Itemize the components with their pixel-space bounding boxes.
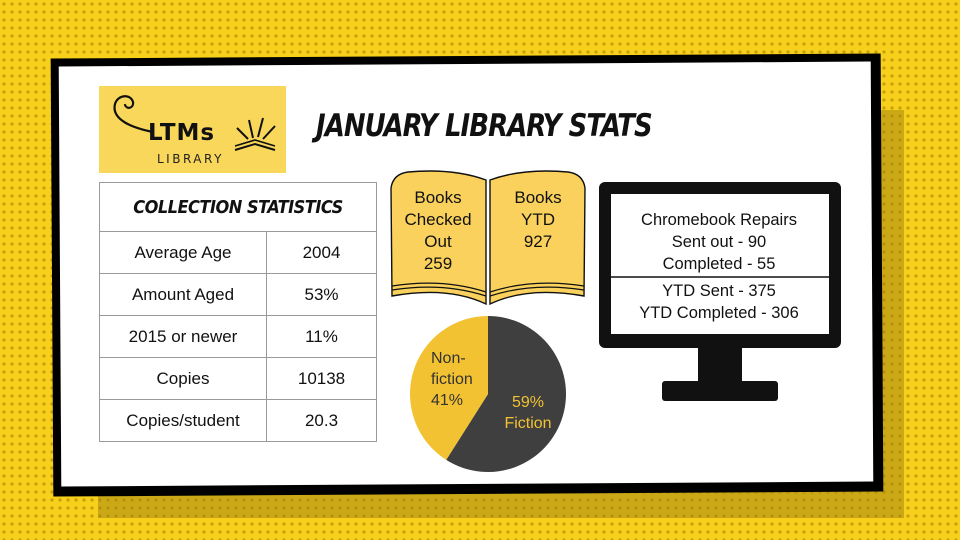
table-header: COLLECTION STATISTICS — [99, 182, 377, 232]
row-value: 10138 — [266, 357, 377, 400]
table-row: Copies/student 20.3 — [99, 399, 377, 442]
row-label: Copies/student — [99, 399, 267, 442]
row-label: Average Age — [99, 231, 267, 274]
chromebook-line: YTD Sent - 375 — [662, 282, 776, 300]
page-title: JANUARY LIBRARY STATS — [316, 108, 653, 144]
row-value: 2004 — [266, 231, 377, 274]
monitor-icon — [599, 182, 841, 401]
row-label: Copies — [99, 357, 267, 400]
row-value: 11% — [266, 315, 377, 358]
book-left-line: Checked — [404, 210, 472, 229]
table-row: 2015 or newer 11% — [99, 315, 377, 358]
chromebook-repairs-top: Chromebook Repairs Sent out - 90 Complet… — [617, 209, 821, 275]
row-label: 2015 or newer — [99, 315, 267, 358]
table-row: Copies 10138 — [99, 357, 377, 400]
row-value: 53% — [266, 273, 377, 316]
library-logo: LTMs LIBRARY — [99, 86, 286, 173]
books-checked-out-label: Books Checked Out 259 — [396, 187, 480, 275]
book-right-line: 927 — [523, 232, 553, 251]
row-value: 20.3 — [266, 399, 377, 442]
book-icon — [113, 95, 276, 151]
pie-slice-nonfiction — [410, 316, 488, 460]
pie-slice-fiction — [446, 316, 566, 472]
book-right-line: YTD — [521, 210, 555, 229]
fiction-label: 59% Fiction — [486, 392, 570, 434]
logo-subtitle: LIBRARY — [157, 152, 224, 166]
book-left-line: 259 — [423, 254, 453, 273]
nonfiction-label-line: Non- — [431, 350, 466, 367]
fiction-label-line: 59% — [511, 394, 545, 411]
book-left-line: Books — [414, 188, 462, 207]
table-header-row: COLLECTION STATISTICS — [99, 182, 377, 232]
logo-wordmark: LTMs — [148, 120, 216, 146]
chromebook-line: YTD Completed - 306 — [639, 304, 799, 322]
book-left-line: Out — [424, 232, 452, 251]
table-row: Average Age 2004 — [99, 231, 377, 274]
nonfiction-label-line: 41% — [431, 392, 464, 409]
books-ytd-label: Books YTD 927 — [496, 187, 580, 253]
nonfiction-label-line: fiction — [431, 371, 473, 388]
fiction-pie-chart — [410, 316, 566, 472]
fiction-label-line: Fiction — [504, 415, 552, 432]
chromebook-repairs-ytd: YTD Sent - 375 YTD Completed - 306 — [617, 280, 821, 324]
row-label: Amount Aged — [99, 273, 267, 316]
chromebook-line: Completed - 55 — [662, 255, 776, 273]
nonfiction-label: Non- fiction 41% — [431, 348, 473, 411]
chromebook-line: Sent out - 90 — [671, 233, 767, 251]
book-right-line: Books — [514, 188, 562, 207]
chromebook-line: Chromebook Repairs — [641, 211, 797, 229]
open-book-icon — [390, 170, 586, 306]
table-row: Amount Aged 53% — [99, 273, 377, 316]
collection-stats-table: COLLECTION STATISTICS Average Age 2004 A… — [99, 182, 377, 442]
